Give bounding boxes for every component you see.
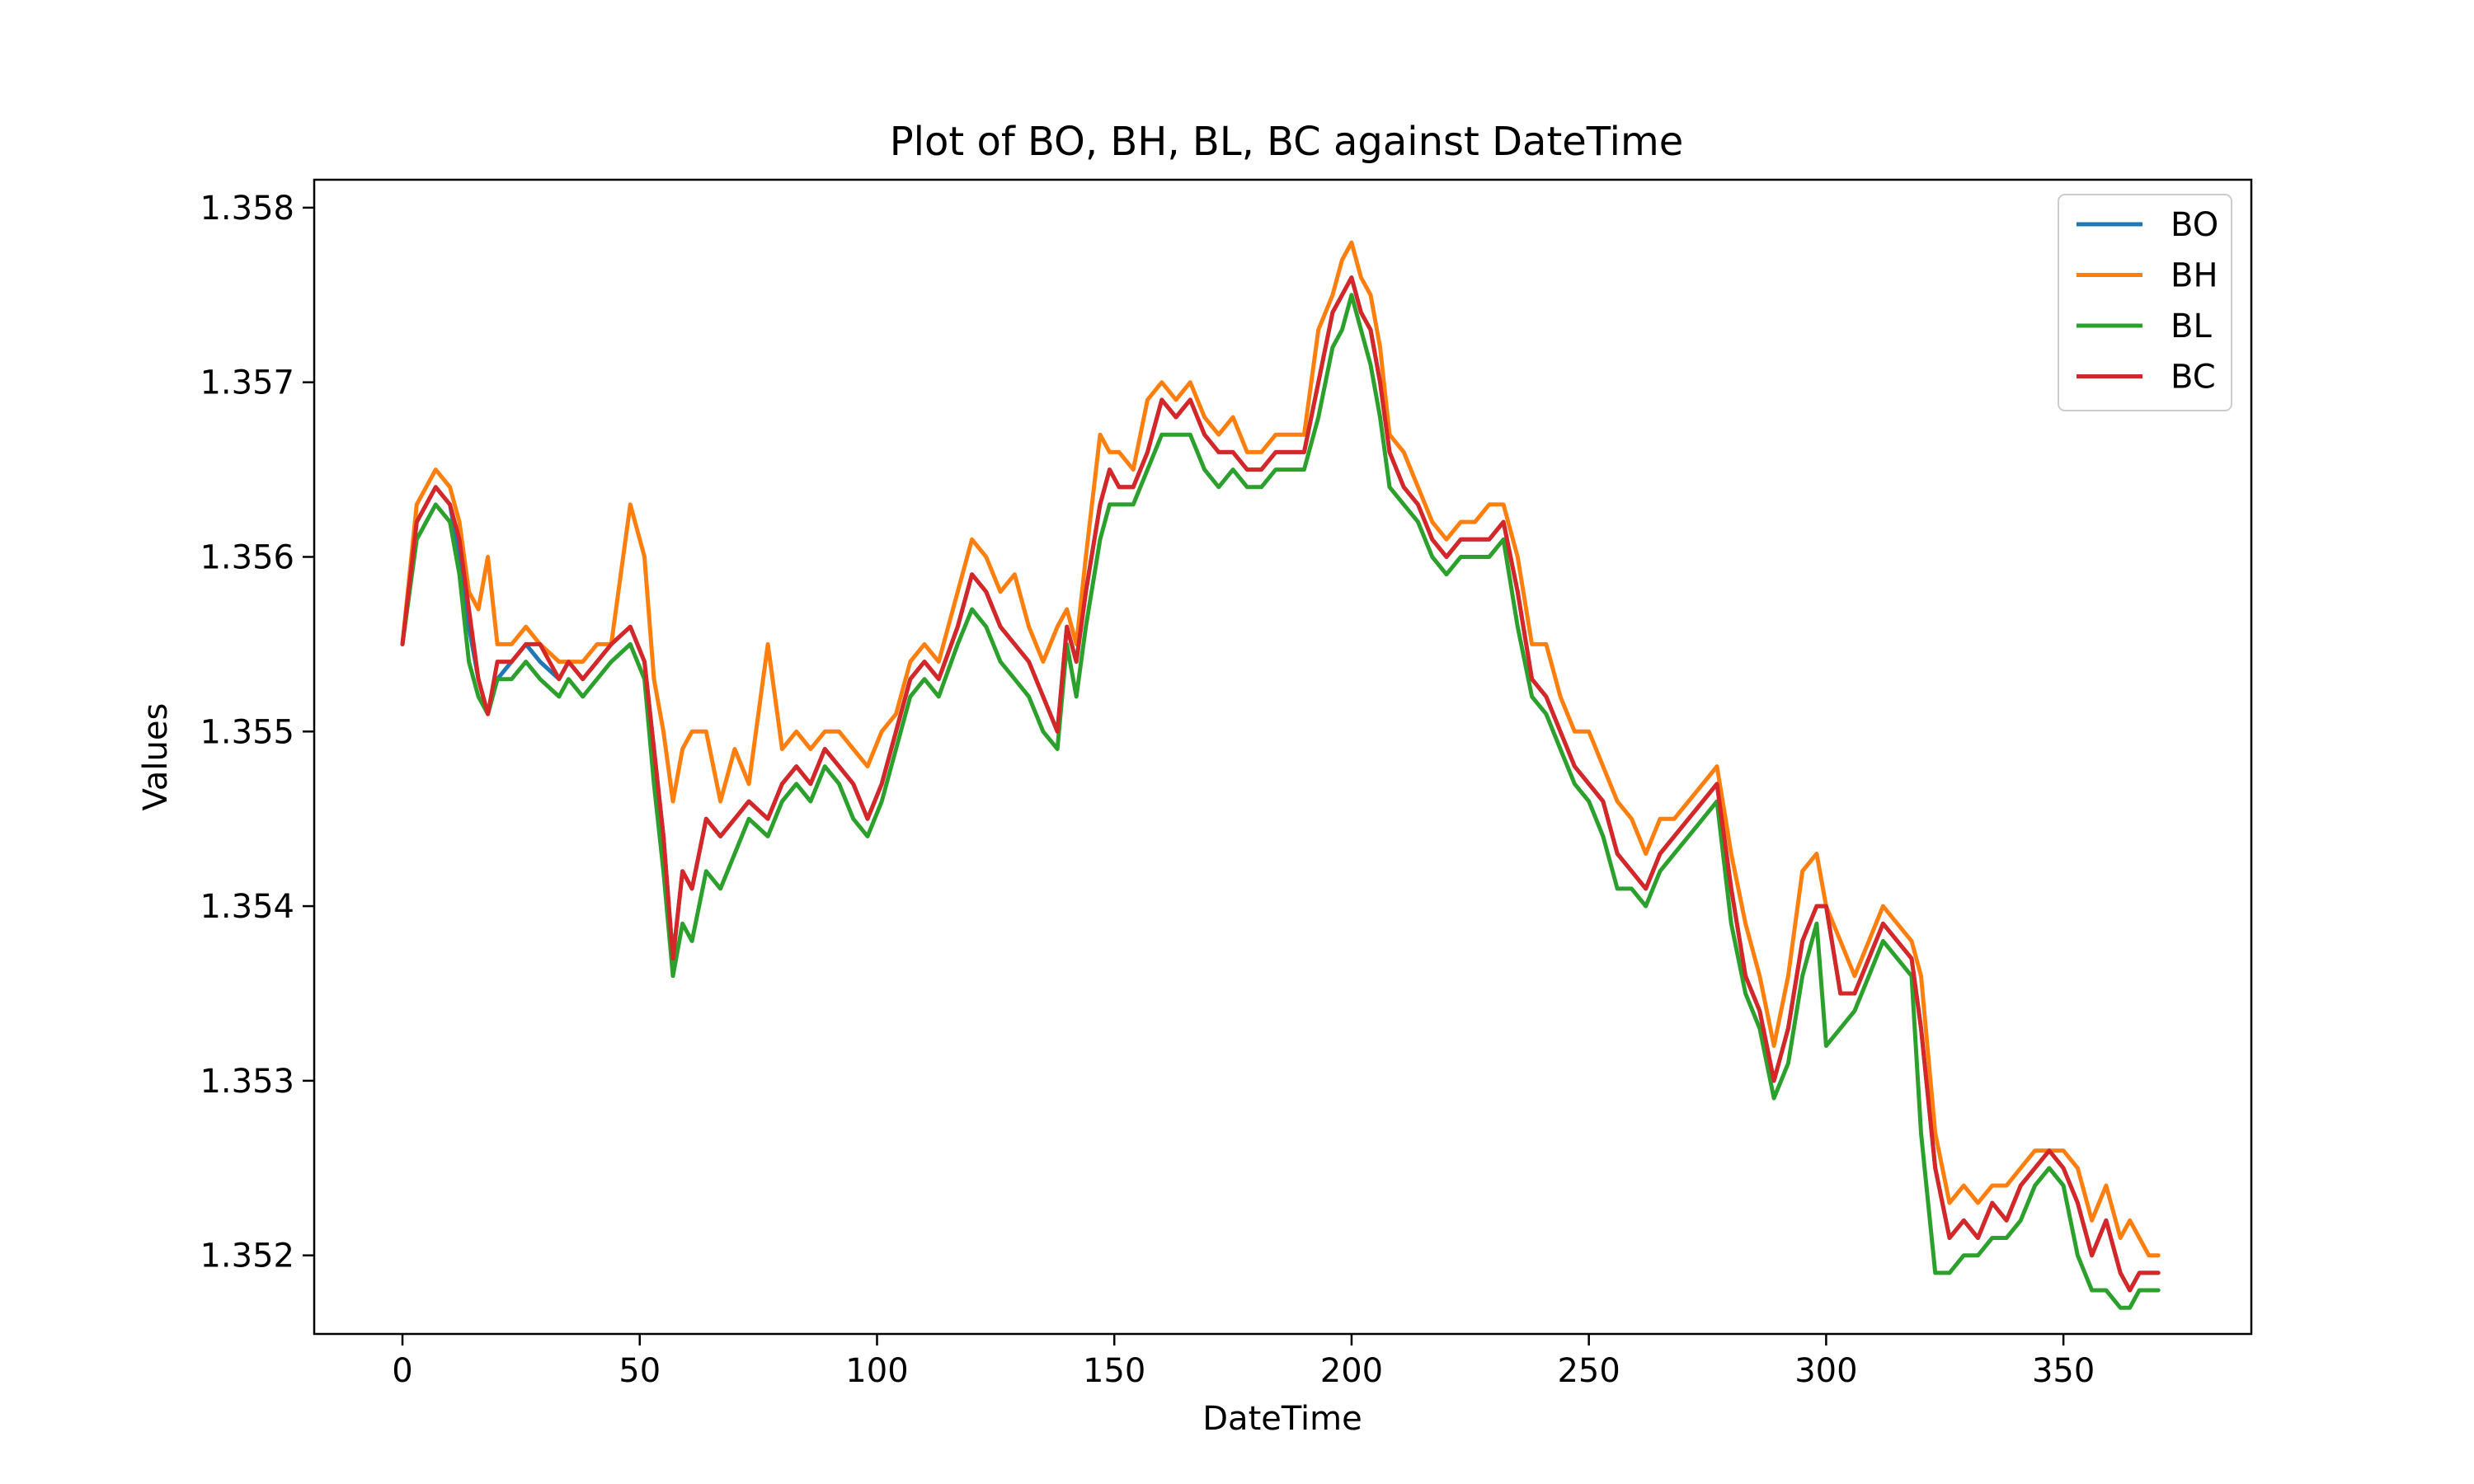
legend: BO BH BL BC <box>2058 194 2232 411</box>
x-tick-label: 350 <box>2032 1352 2095 1390</box>
legend-label-bh: BH <box>2171 257 2218 295</box>
y-tick-label: 1.357 <box>200 364 294 402</box>
x-axis-label: DateTime <box>1202 1400 1362 1438</box>
legend-label-bc: BC <box>2171 359 2216 397</box>
y-tick-label: 1.352 <box>200 1237 294 1275</box>
chart-title: Plot of BO, BH, BL, BC against DateTime <box>890 119 1684 165</box>
y-tick-label: 1.358 <box>200 190 294 228</box>
y-axis: 1.352 1.353 1.354 1.355 1.356 1.357 1.358 <box>200 190 314 1275</box>
x-tick-label: 300 <box>1794 1352 1857 1390</box>
legend-label-bl: BL <box>2171 308 2212 345</box>
x-tick-label: 250 <box>1557 1352 1620 1390</box>
x-tick-label: 0 <box>392 1352 412 1390</box>
y-tick-label: 1.355 <box>200 713 294 751</box>
series-line-bc <box>400 275 2161 1293</box>
series-line-bl <box>400 293 2161 1310</box>
y-tick-label: 1.353 <box>200 1063 294 1101</box>
legend-label-bo: BO <box>2171 206 2218 244</box>
series-layer <box>400 240 2161 1310</box>
series-line-bh <box>400 240 2161 1258</box>
legend-box <box>2058 194 2232 411</box>
y-tick-label: 1.354 <box>200 888 294 926</box>
plot-frame <box>313 178 2253 1336</box>
y-axis-label: Values <box>137 703 175 811</box>
x-tick-label: 50 <box>618 1352 661 1390</box>
x-tick-label: 200 <box>1320 1352 1383 1390</box>
x-tick-label: 150 <box>1083 1352 1145 1390</box>
x-tick-label: 100 <box>845 1352 908 1390</box>
y-tick-label: 1.356 <box>200 538 294 576</box>
x-axis: 0 50 100 150 200 250 300 350 <box>392 1334 2095 1390</box>
